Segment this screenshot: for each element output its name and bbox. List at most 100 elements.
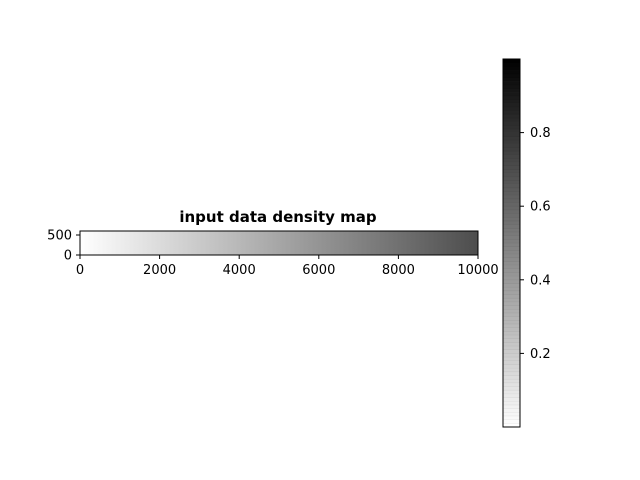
x-tick-label: 6000 — [302, 263, 335, 278]
colorbar-band — [503, 290, 520, 295]
colorbar-band — [503, 92, 520, 97]
colorbar-band — [503, 342, 520, 347]
colorbar-band — [503, 114, 520, 119]
colorbar-band — [503, 309, 520, 314]
colorbar-band — [503, 250, 520, 255]
colorbar-band — [503, 228, 520, 233]
colorbar-band — [503, 305, 520, 310]
x-tick-label: 0 — [76, 263, 84, 278]
colorbar-band — [503, 195, 520, 200]
colorbar-band — [503, 132, 520, 137]
colorbar-band — [503, 173, 520, 178]
colorbar-band — [503, 243, 520, 247]
colorbar-band — [503, 390, 520, 395]
colorbar-band — [503, 224, 520, 229]
colorbar-band — [503, 73, 520, 78]
colorbar-band — [503, 198, 520, 203]
colorbar-band — [503, 346, 520, 351]
colorbar-band — [503, 323, 520, 328]
colorbar-band — [503, 180, 520, 185]
colorbar-band — [503, 320, 520, 325]
colorbar-band — [503, 213, 520, 218]
colorbar-axis: 0.2 0.4 0.6 0.8 — [520, 126, 551, 362]
colorbar-band — [503, 136, 520, 141]
colorbar-band — [503, 110, 520, 115]
colorbar-bands — [503, 59, 520, 428]
colorbar-band — [503, 368, 520, 373]
colorbar-band — [503, 382, 520, 387]
colorbar-band — [503, 404, 520, 409]
colorbar-band — [503, 81, 520, 86]
colorbar-band — [503, 66, 520, 71]
colorbar-band — [503, 360, 520, 365]
x-tick-label: 2000 — [143, 263, 176, 278]
colorbar-band — [503, 99, 520, 104]
colorbar-band — [503, 235, 520, 240]
colorbar-band — [503, 202, 520, 207]
colorbar-band — [503, 364, 520, 369]
x-tick-label: 4000 — [223, 263, 256, 278]
colorbar-band — [503, 143, 520, 148]
chart-title: input data density map — [179, 208, 377, 226]
colorbar-band — [503, 349, 520, 354]
colorbar-band — [503, 327, 520, 332]
colorbar: 0.2 0.4 0.6 0.8 — [502, 58, 551, 428]
colorbar-band — [503, 95, 520, 100]
colorbar-band — [503, 209, 520, 214]
colorbar-band — [503, 371, 520, 376]
colorbar-band — [503, 353, 520, 358]
colorbar-band — [503, 139, 520, 144]
colorbar-band — [503, 70, 520, 75]
colorbar-band — [503, 121, 520, 126]
colorbar-band — [503, 287, 520, 292]
colorbar-band — [503, 191, 520, 196]
density-map-image — [80, 231, 478, 255]
colorbar-band — [503, 106, 520, 111]
colorbar-band — [503, 312, 520, 317]
colorbar-band — [503, 408, 520, 413]
colorbar-band — [503, 62, 520, 67]
x-axis: 0 2000 4000 6000 8000 10000 — [76, 255, 499, 278]
colorbar-tick-label: 0.2 — [530, 347, 551, 362]
colorbar-band — [503, 379, 520, 384]
colorbar-band — [503, 88, 520, 93]
colorbar-band — [503, 397, 520, 402]
colorbar-band — [503, 268, 520, 273]
colorbar-band — [503, 187, 520, 192]
colorbar-band — [503, 316, 520, 321]
colorbar-band — [503, 169, 520, 174]
colorbar-band — [503, 375, 520, 380]
colorbar-band — [503, 220, 520, 225]
colorbar-band — [503, 59, 520, 63]
heatmap — [79, 230, 479, 256]
colorbar-band — [503, 176, 520, 181]
colorbar-tick-label: 0.8 — [530, 126, 551, 141]
colorbar-band — [503, 338, 520, 343]
colorbar-band — [503, 246, 520, 251]
colorbar-band — [503, 162, 520, 167]
colorbar-band — [503, 84, 520, 89]
colorbar-band — [503, 294, 520, 299]
colorbar-band — [503, 265, 520, 270]
colorbar-band — [503, 147, 520, 152]
colorbar-band — [503, 128, 520, 133]
heatmap-frame — [79, 230, 479, 256]
colorbar-band — [503, 103, 520, 108]
x-tick-label: 10000 — [457, 263, 498, 278]
colorbar-band — [503, 231, 520, 236]
y-tick-label: 0 — [64, 249, 72, 264]
colorbar-band — [503, 254, 520, 259]
colorbar-band — [503, 357, 520, 362]
colorbar-band — [503, 423, 520, 428]
colorbar-band — [503, 261, 520, 266]
colorbar-band — [503, 415, 520, 420]
colorbar-band — [503, 283, 520, 288]
colorbar-frame — [502, 58, 521, 428]
colorbar-band — [503, 419, 520, 424]
colorbar-band — [503, 158, 520, 163]
colorbar-band — [503, 393, 520, 398]
colorbar-band — [503, 217, 520, 222]
colorbar-band — [503, 335, 520, 339]
colorbar-band — [503, 298, 520, 303]
